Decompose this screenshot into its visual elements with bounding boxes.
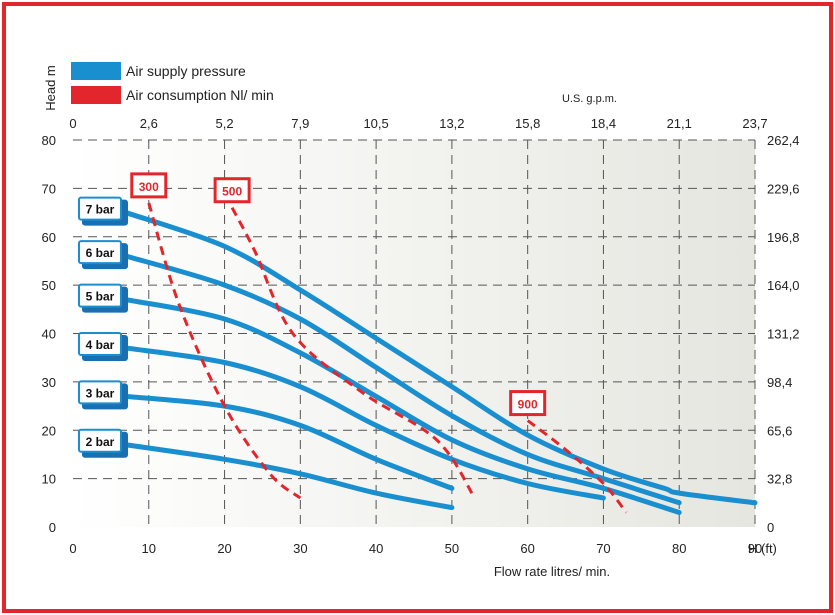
y-tick-label: 0 bbox=[49, 520, 56, 535]
x2-tick-label: 7,9 bbox=[291, 116, 309, 131]
x-tick-label: 40 bbox=[369, 541, 383, 556]
x-tick-label: 0 bbox=[69, 541, 76, 556]
x-tick-label: 60 bbox=[520, 541, 534, 556]
pressure-tag-label: 7 bar bbox=[86, 203, 115, 217]
y2-axis-title: H (ft) bbox=[748, 541, 777, 556]
pressure-tag-box bbox=[78, 428, 122, 453]
y-tick-label: 80 bbox=[42, 133, 56, 148]
y2-tick-label: 32,8 bbox=[767, 472, 792, 487]
x2-tick-label: 5,2 bbox=[216, 116, 234, 131]
consumption-tag-label: 500 bbox=[222, 185, 242, 199]
consumption-label-tag: 300 bbox=[130, 172, 168, 199]
legend-swatch bbox=[71, 62, 121, 80]
consumption-label-tag: 900 bbox=[509, 390, 547, 417]
consumption-tag-label: 300 bbox=[139, 180, 159, 194]
consumption-curve-300 bbox=[147, 202, 302, 500]
consumption-curve-500 bbox=[230, 207, 476, 499]
x-axis-title: Flow rate litres/ min. bbox=[494, 564, 610, 579]
y-tick-label: 30 bbox=[42, 375, 56, 390]
y-tick-label: 50 bbox=[42, 278, 56, 293]
y-tick-label: 60 bbox=[42, 230, 56, 245]
y-axis-title: Head m bbox=[43, 65, 58, 111]
y2-tick-label: 65,6 bbox=[767, 423, 792, 438]
pressure-label-tag: 6 bar bbox=[78, 240, 128, 270]
pressure-curve-2-bar bbox=[123, 442, 455, 511]
x2-tick-label: 10,5 bbox=[363, 116, 388, 131]
pressure-tag-box bbox=[78, 332, 122, 357]
x-tick-label: 10 bbox=[142, 541, 156, 556]
x2-tick-label: 0 bbox=[69, 116, 76, 131]
pressure-tag-label: 2 bar bbox=[86, 435, 115, 449]
x-tick-label: 50 bbox=[445, 541, 459, 556]
y-tick-label: 40 bbox=[42, 327, 56, 342]
y-tick-label: 70 bbox=[42, 181, 56, 196]
x-tick-label: 90 bbox=[748, 541, 762, 556]
x2-tick-label: 2,6 bbox=[140, 116, 158, 131]
consumption-label-tag: 500 bbox=[213, 177, 251, 204]
consumption-tag-box bbox=[509, 390, 547, 417]
pressure-tag-box bbox=[78, 283, 122, 308]
consumption-tag-box bbox=[213, 177, 251, 204]
consumption-curve-900 bbox=[526, 419, 628, 514]
x2-tick-label: 13,2 bbox=[439, 116, 464, 131]
pressure-label-tag: 5 bar bbox=[78, 283, 128, 313]
x-tick-label: 20 bbox=[217, 541, 231, 556]
pressure-curve-5-bar bbox=[123, 297, 682, 515]
pressure-curve-6-bar bbox=[123, 253, 682, 506]
consumption-tag-label: 900 bbox=[518, 398, 538, 412]
pressure-tag-label: 4 bar bbox=[86, 338, 115, 352]
y-tick-label: 20 bbox=[42, 423, 56, 438]
x2-tick-label: 23,7 bbox=[742, 116, 767, 131]
x2-tick-label: 15,8 bbox=[515, 116, 540, 131]
x-tick-label: 30 bbox=[293, 541, 307, 556]
legend-label: Air consumption Nl/ min bbox=[126, 87, 274, 103]
x-tick-label: 70 bbox=[596, 541, 610, 556]
pressure-curve-4-bar bbox=[123, 345, 606, 501]
y2-tick-label: 98,4 bbox=[767, 375, 792, 390]
pressure-label-tag: 4 bar bbox=[78, 332, 128, 362]
pressure-tag-label: 6 bar bbox=[86, 246, 115, 260]
legend-swatch bbox=[71, 86, 121, 104]
pressure-curve-7-bar bbox=[123, 210, 758, 506]
x-tick-label: 80 bbox=[672, 541, 686, 556]
y2-tick-label: 164,0 bbox=[767, 278, 800, 293]
x2-tick-label: 18,4 bbox=[591, 116, 616, 131]
pressure-tag-box bbox=[78, 240, 122, 265]
pressure-curve-3-bar bbox=[123, 393, 455, 491]
y2-tick-label: 131,2 bbox=[767, 327, 800, 342]
pressure-tag-box bbox=[78, 380, 122, 405]
pressure-label-tag: 7 bar bbox=[78, 196, 128, 226]
x2-axis-title: U.S. g.p.m. bbox=[562, 93, 617, 105]
pressure-tag-label: 3 bar bbox=[86, 386, 115, 400]
legend-label: Air supply pressure bbox=[126, 63, 246, 79]
x2-tick-label: 21,1 bbox=[667, 116, 692, 131]
y2-tick-label: 229,6 bbox=[767, 181, 800, 196]
y2-tick-label: 262,4 bbox=[767, 133, 800, 148]
pressure-tag-label: 5 bar bbox=[86, 290, 115, 304]
y2-tick-label: 0 bbox=[767, 520, 774, 535]
y2-tick-label: 196,8 bbox=[767, 230, 800, 245]
pressure-label-tag: 3 bar bbox=[78, 380, 128, 410]
pressure-tag-box bbox=[78, 196, 122, 221]
plot-area bbox=[73, 140, 755, 527]
y-tick-label: 10 bbox=[42, 472, 56, 487]
consumption-tag-box bbox=[130, 172, 168, 199]
pressure-label-tag: 2 bar bbox=[78, 428, 128, 458]
